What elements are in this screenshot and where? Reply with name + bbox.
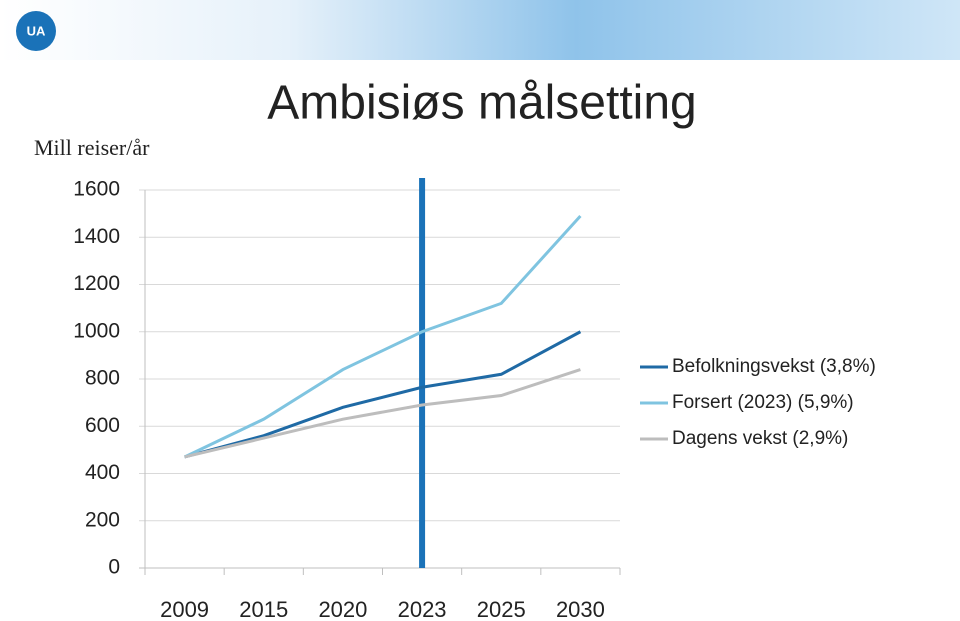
legend-label: Befolkningsvekst (3,8%) — [672, 356, 876, 377]
y-tick-label: 1000 — [73, 319, 120, 342]
x-tick-label: 2015 — [239, 597, 288, 621]
y-tick-label: 1200 — [73, 272, 120, 295]
header-banner — [0, 0, 960, 60]
y-tick-label: 600 — [85, 414, 120, 437]
series-line — [183, 214, 582, 459]
x-tick-label: 2030 — [556, 597, 605, 621]
y-tick-label: 1600 — [73, 178, 120, 201]
series-line — [184, 330, 582, 459]
y-tick-label: 800 — [85, 367, 120, 390]
legend-label: Dagens vekst (2,9%) — [672, 428, 848, 449]
x-tick-label: 2020 — [318, 597, 367, 621]
y-tick-label: 200 — [85, 508, 120, 531]
y-axis-label: Mill reiser/år — [34, 135, 150, 160]
y-tick-label: 1400 — [73, 225, 120, 248]
x-tick-label: 2023 — [398, 597, 447, 621]
y-tick-label: 400 — [85, 461, 120, 484]
logo-text: UA — [27, 23, 46, 38]
y-tick-label: 0 — [108, 556, 120, 579]
chart-title: Ambisiøs målsetting — [267, 77, 696, 130]
x-tick-label: 2009 — [160, 597, 209, 621]
logo — [16, 11, 56, 51]
legend-label: Forsert (2023) (5,9%) — [672, 392, 854, 413]
x-tick-label: 2025 — [477, 597, 526, 621]
series-line — [184, 368, 581, 459]
